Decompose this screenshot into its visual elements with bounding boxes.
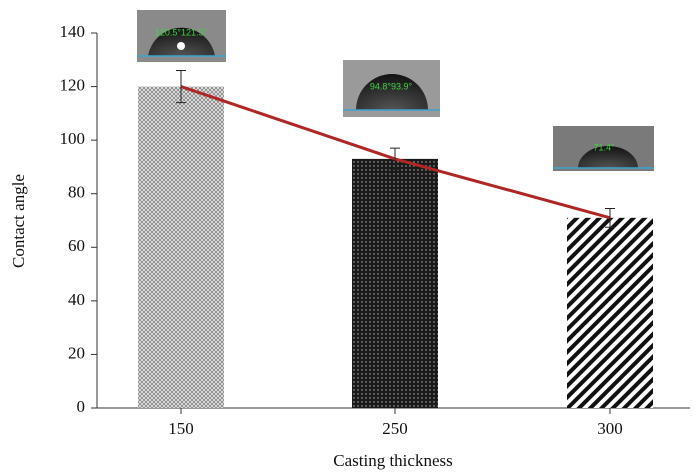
inset-text: 94.8°93.9° <box>370 81 413 91</box>
x-tick-label: 250 <box>382 419 408 438</box>
y-tick-label: 60 <box>68 236 85 255</box>
insets <box>137 10 654 171</box>
inset-image <box>553 126 654 171</box>
y-tick-label: 80 <box>68 183 85 202</box>
bar <box>352 158 438 408</box>
bar <box>567 217 653 408</box>
y-axis-label: Contact angle <box>9 174 28 268</box>
x-axis-label: Casting thickness <box>333 451 452 470</box>
error-bar <box>390 147 400 171</box>
y-tick-label: 0 <box>77 397 86 416</box>
inset-image <box>137 10 226 62</box>
inset-image <box>343 60 440 117</box>
error-bar <box>176 70 186 104</box>
x-tick-label: 300 <box>597 419 623 438</box>
y-tick-label: 140 <box>60 22 86 41</box>
inset-text: 120.5°121.5° <box>155 27 208 37</box>
bar <box>138 86 224 409</box>
y-tick-label: 120 <box>60 75 86 94</box>
x-tick-label: 150 <box>168 419 194 438</box>
error-bar <box>605 207 615 228</box>
y-tick-label: 40 <box>68 290 85 309</box>
inset-text: 71.4° <box>593 142 615 152</box>
y-tick-label: 100 <box>60 129 86 148</box>
y-tick-label: 20 <box>68 343 85 362</box>
